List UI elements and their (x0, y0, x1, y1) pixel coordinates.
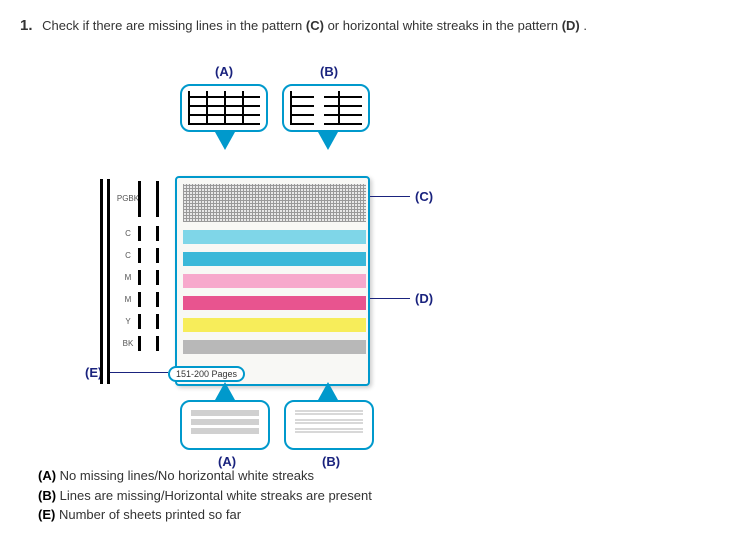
nozzle-check-sheet (175, 176, 370, 386)
side-bar-m1-0 (138, 270, 141, 285)
callout-top-a (180, 84, 268, 132)
legend: (A) No missing lines/No horizontal white… (38, 466, 734, 525)
side-bar-c2-0 (138, 248, 141, 263)
side-bar-y-1 (156, 314, 159, 329)
callout-bottom-b (284, 400, 374, 450)
color-band-2 (183, 274, 366, 288)
side-bar-m2-0 (138, 292, 141, 307)
pointer-b-top (318, 132, 338, 150)
step-ref-d: (D) (562, 18, 580, 33)
step-text-2: or horizontal white streaks in the patte… (328, 18, 562, 33)
label-b-bottom: (B) (322, 454, 340, 469)
step-text-3: . (583, 18, 587, 33)
color-band-3 (183, 296, 366, 310)
step-text-1: Check if there are missing lines in the … (42, 18, 306, 33)
legend-b: (B) Lines are missing/Horizontal white s… (38, 486, 734, 506)
color-band-4 (183, 318, 366, 332)
step-ref-c: (C) (306, 18, 324, 33)
side-bar-bk-1 (156, 336, 159, 351)
callout-line-c (370, 196, 410, 197)
side-bar-outer-2 (107, 179, 110, 384)
label-d: (D) (415, 291, 433, 306)
pointer-a-top (215, 132, 235, 150)
side-bar-outer-1 (100, 179, 103, 384)
callout-line-d (370, 298, 410, 299)
side-bar-pgbk-0 (138, 181, 141, 217)
label-b-top: (B) (320, 64, 338, 79)
label-a-top: (A) (215, 64, 233, 79)
page-count-text: 151-200 Pages (176, 369, 237, 379)
side-bar-m2-1 (156, 292, 159, 307)
side-bar-pgbk-1 (156, 181, 159, 217)
nozzle-check-diagram: (A) (B) (C) (D) 151-200 Pages (E) (A) (40, 46, 520, 466)
callout-top-b (282, 84, 370, 132)
label-c: (C) (415, 189, 433, 204)
side-bar-c1-0 (138, 226, 141, 241)
callout-bottom-a (180, 400, 270, 450)
side-bar-y-0 (138, 314, 141, 329)
page-count-badge: 151-200 Pages (168, 366, 245, 382)
legend-a: (A) No missing lines/No horizontal white… (38, 466, 734, 486)
stripes-good-icon (187, 406, 263, 444)
sheet-grid-pgbk (183, 184, 366, 222)
step-number: 1. (20, 17, 33, 34)
legend-e: (E) Number of sheets printed so far (38, 505, 734, 525)
color-band-5 (183, 340, 366, 354)
grid-pattern-good-icon (188, 91, 260, 125)
color-band-0 (183, 230, 366, 244)
pointer-a-bottom (215, 382, 235, 400)
grid-pattern-bad-icon (290, 91, 362, 125)
side-bar-bk-0 (138, 336, 141, 351)
side-bar-c1-1 (156, 226, 159, 241)
step-instruction: 1. Check if there are missing lines in t… (20, 15, 734, 36)
stripes-bad-icon (291, 406, 367, 444)
label-a-bottom: (A) (218, 454, 236, 469)
pointer-b-bottom (318, 382, 338, 400)
side-bar-m1-1 (156, 270, 159, 285)
side-bar-c2-1 (156, 248, 159, 263)
color-band-1 (183, 252, 366, 266)
callout-line-e (110, 372, 168, 373)
